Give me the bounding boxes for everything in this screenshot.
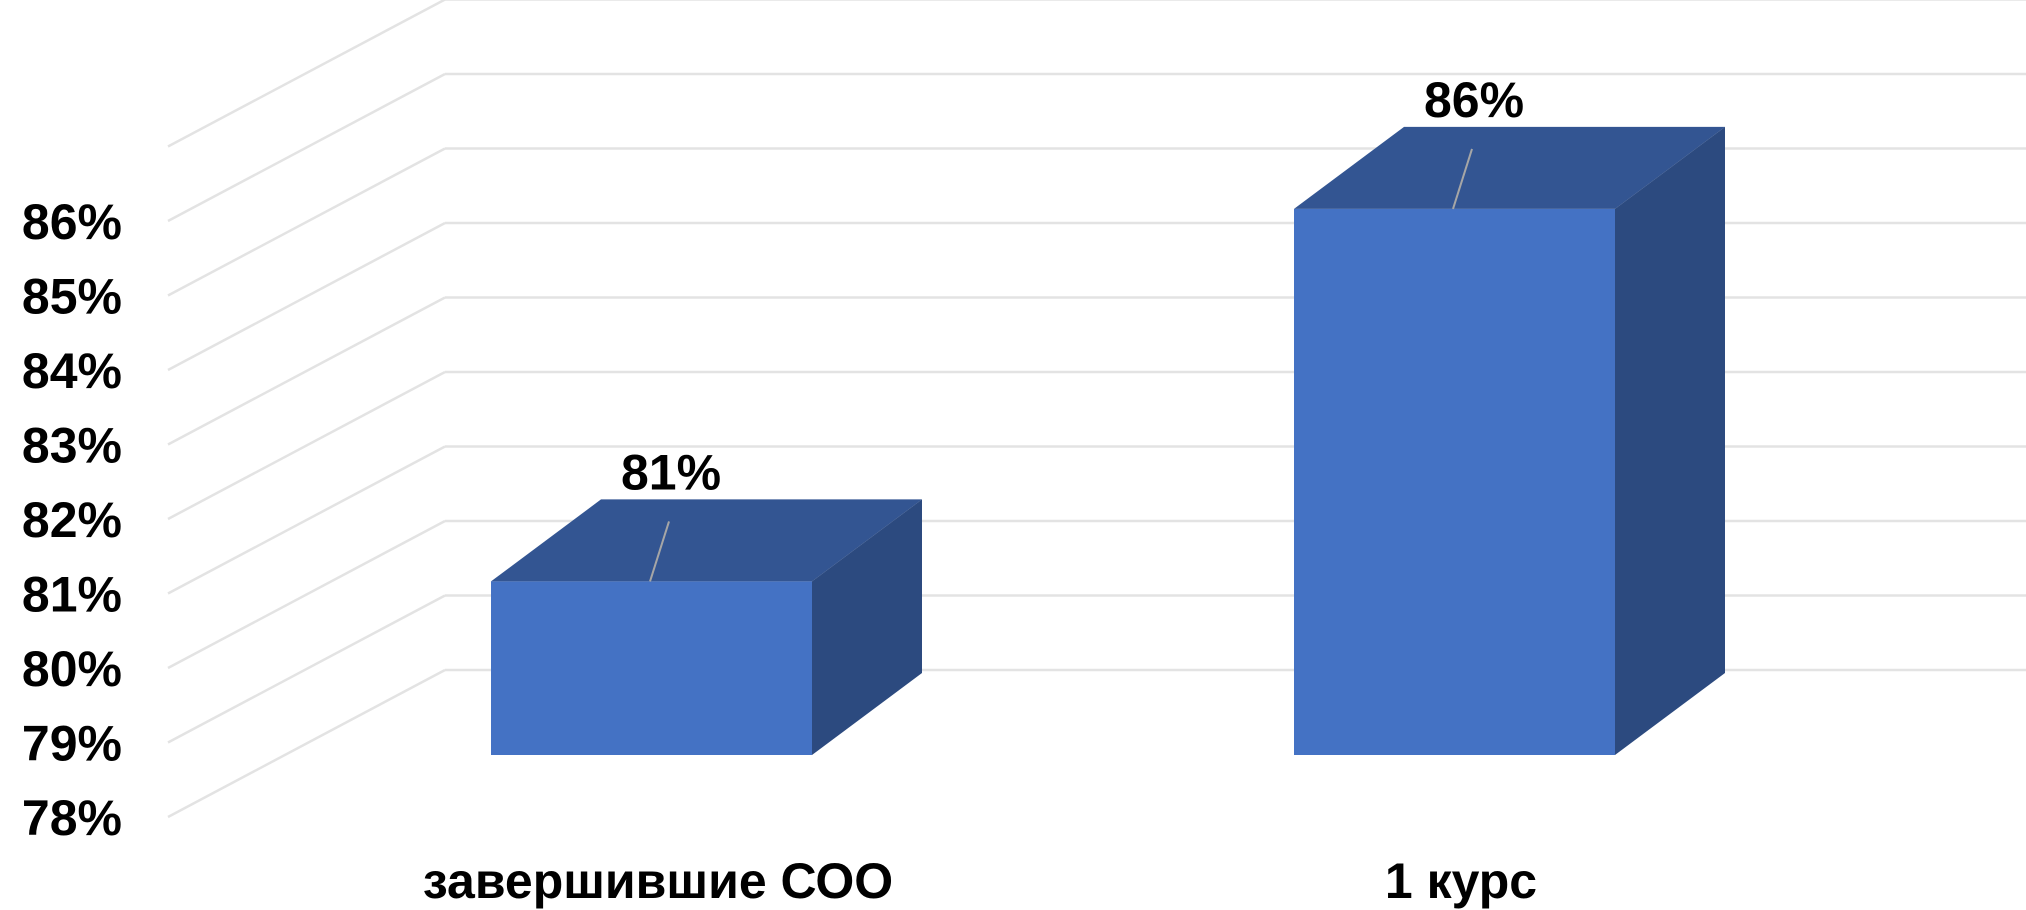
- y-tick-label: 82%: [22, 492, 122, 548]
- y-tick-label: 78%: [22, 790, 122, 846]
- bar-side: [1615, 126, 1725, 756]
- leader-line: [1452, 148, 1473, 210]
- y-tick-label: 80%: [22, 641, 122, 697]
- bars: [491, 126, 1725, 756]
- gridline-side: [167, 668, 446, 819]
- gridline-side: [167, 296, 446, 446]
- y-tick-label: 79%: [22, 716, 122, 772]
- y-tick-label: 81%: [22, 567, 122, 623]
- y-tick-label: 83%: [22, 418, 122, 474]
- bar-front: [491, 581, 812, 755]
- gridline-side: [167, 445, 446, 595]
- category-label: 1 курс: [1385, 853, 1537, 909]
- gridline-side: [167, 72, 446, 223]
- bar-top: [1294, 126, 1725, 209]
- gridline-side: [167, 147, 446, 297]
- category-label: завершившие СОО: [423, 853, 893, 909]
- y-tick-label: 86%: [22, 194, 122, 250]
- data-label: 86%: [1424, 72, 1524, 128]
- x-axis-category-labels: завершившие СОО 1 курс: [423, 853, 1537, 909]
- gridline-side: [167, 370, 446, 521]
- gridline-side: [167, 594, 446, 744]
- bar-top: [491, 499, 922, 582]
- gridlines: [167, 0, 2026, 819]
- y-tick-label: 84%: [22, 343, 122, 399]
- y-axis-tick-labels: 78% 79% 80% 81% 82% 83% 84% 85% 86%: [22, 194, 122, 846]
- leader-line: [649, 521, 670, 582]
- data-label: 81%: [621, 444, 721, 500]
- bar-side: [812, 499, 922, 755]
- gridline-side: [167, 221, 446, 372]
- gridline-side: [167, 519, 446, 670]
- y-tick-label: 85%: [22, 269, 122, 325]
- bar-front: [1294, 208, 1615, 756]
- gridline-side: [167, 0, 446, 148]
- data-labels: 81% 86%: [621, 72, 1524, 582]
